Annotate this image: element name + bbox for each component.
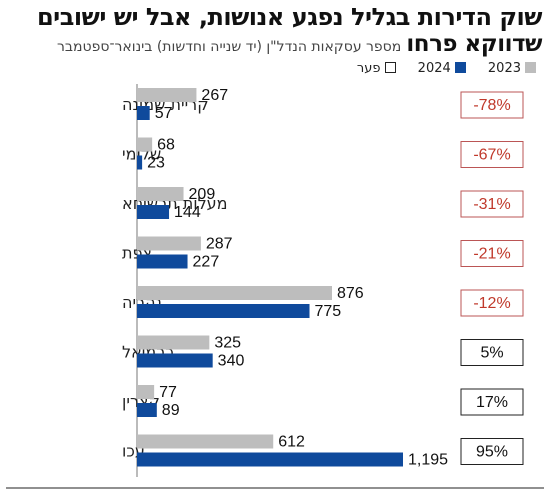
gap-label: 95%: [476, 444, 508, 461]
bar-2024: [137, 205, 170, 219]
gap-label: -21%: [473, 246, 510, 263]
bar-2024: [137, 403, 157, 417]
legend-swatch-gap: [384, 62, 396, 73]
chart-title: שוק הדירות בגליל נפגע אנושות, אבל יש ישו…: [36, 3, 543, 31]
bar-2024: [137, 254, 188, 269]
gap-label: -12%: [473, 295, 510, 312]
chart-subtitle: מספר עסקאות הנדל"ן (יד שנייה וחדשות) בינ…: [57, 39, 402, 55]
bar-2023: [137, 88, 197, 102]
gap-label: -67%: [473, 147, 510, 164]
value-label-2023: 77: [159, 384, 177, 401]
legend: 2023 2024 פער: [136, 61, 536, 77]
value-label-2023: 267: [201, 87, 228, 104]
gap-box: [460, 388, 524, 416]
gap-label: 17%: [476, 394, 508, 411]
value-label-2024: 775: [315, 303, 342, 320]
gap-box: [460, 141, 524, 168]
gap-box: [460, 240, 524, 267]
bar-2023: [137, 286, 332, 300]
value-label-2023: 68: [157, 137, 175, 154]
gap-box: [460, 438, 524, 465]
gap-label: 5%: [480, 345, 503, 362]
bar-2023: [137, 335, 210, 350]
value-label-2024: 144: [174, 204, 201, 221]
bar-2024: [137, 155, 143, 170]
bar-2023: [137, 187, 184, 201]
gap-box: [460, 190, 524, 218]
value-label-2023: 209: [189, 186, 216, 203]
bar-2024: [137, 304, 310, 318]
bar-2024: [137, 353, 213, 368]
value-label-2024: 227: [193, 254, 220, 271]
value-label-2023: 876: [337, 285, 364, 302]
bar-2023: [137, 137, 153, 152]
legend-label-2024: 2024: [417, 61, 451, 76]
value-label-2023: 325: [214, 335, 241, 352]
gap-box: [460, 91, 524, 119]
legend-label-2023: 2023: [487, 61, 521, 76]
value-label-2024: 23: [147, 155, 165, 172]
bar-2023: [137, 385, 155, 399]
bar-2023: [137, 236, 201, 251]
legend-item-gap: פער: [357, 61, 396, 76]
chart-title-continuation: שדווקא פרחו: [406, 31, 542, 57]
value-label-2023: 612: [278, 434, 305, 451]
gap-label: -78%: [473, 97, 510, 114]
legend-label-gap: פער: [356, 61, 381, 76]
chart-subtitle-line: שדווקא פרחו מספר עסקאות הנדל"ן (יד שנייה…: [8, 31, 542, 60]
bar-2023: [137, 434, 274, 449]
legend-swatch-2024: [454, 62, 466, 73]
gap-label: -31%: [473, 196, 510, 213]
legend-item-2023: 2023: [488, 61, 536, 76]
value-label-2024: 340: [218, 353, 245, 370]
bar-2024: [137, 452, 403, 467]
gap-box: [460, 339, 524, 366]
value-label-2024: 89: [162, 402, 180, 419]
value-label-2024: 1,195: [408, 452, 448, 469]
bar-2024: [137, 106, 150, 120]
value-label-2024: 57: [155, 105, 173, 122]
legend-swatch-2023: [525, 62, 536, 73]
value-label-2023: 287: [206, 236, 233, 253]
legend-item-2024: 2024: [418, 61, 466, 76]
gap-box: [460, 289, 524, 317]
